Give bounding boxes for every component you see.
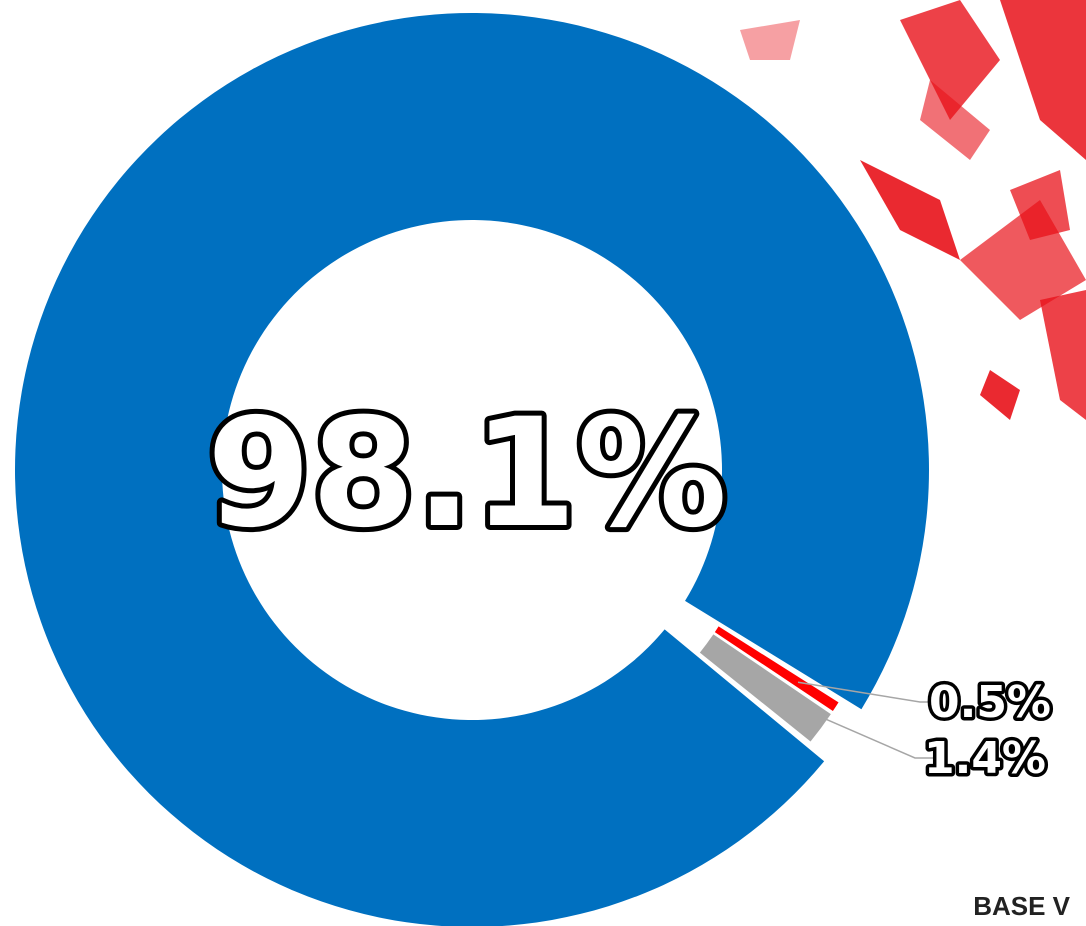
donut-slice <box>14 13 929 926</box>
donut-slice <box>699 634 831 742</box>
data-label: 0.5% <box>929 677 1051 728</box>
donut <box>14 13 929 926</box>
data-label: 1.4% <box>924 733 1046 784</box>
donut-slice <box>714 626 839 712</box>
leader-line <box>797 681 940 703</box>
center-label: 98.1% <box>207 387 727 561</box>
background-decoration <box>740 0 1086 420</box>
base-note: BASE V <box>973 891 1070 921</box>
leader-line <box>784 700 935 759</box>
